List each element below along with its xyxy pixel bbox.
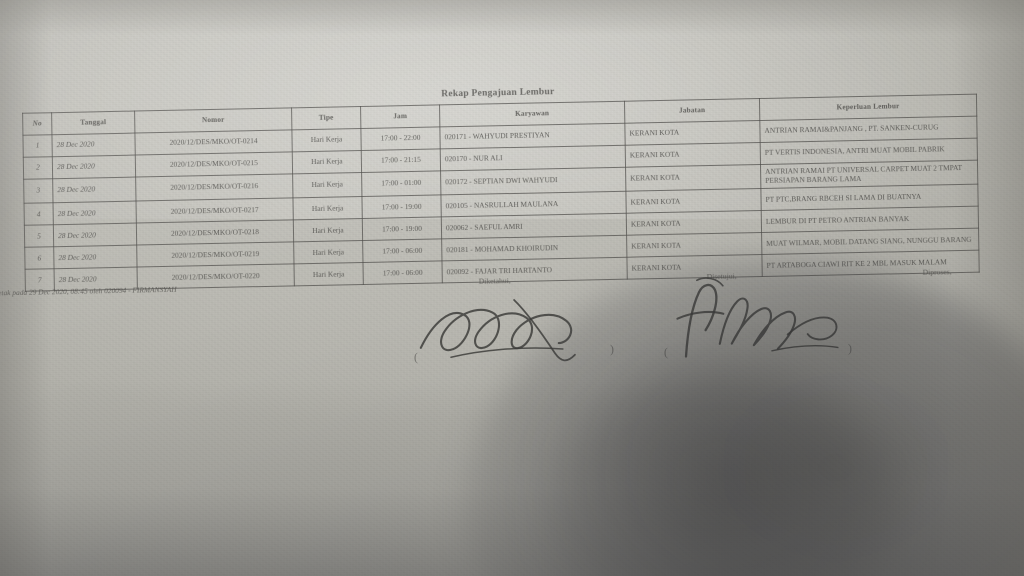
cell-jam: 17:00 - 01:00 [361, 170, 441, 197]
cell-tipe: Hari Kerja [291, 128, 362, 152]
overtime-recap-table: No Tanggal Nomor Tipe Jam Karyawan Jabat… [22, 94, 980, 293]
cell-tipe: Hari Kerja [293, 240, 363, 265]
cell-jabatan: KERANI KOTA [625, 164, 761, 192]
cell-jam: 17:00 - 19:00 [361, 195, 442, 219]
cell-no: 1 [22, 134, 53, 158]
column-header-jam: Jam [360, 104, 440, 129]
cell-jam: 17:00 - 06:00 [362, 239, 442, 263]
cell-tipe: Hari Kerja [292, 172, 362, 199]
cell-tanggal: 28 Dec 2020 [53, 245, 138, 270]
column-header-no: No [22, 112, 52, 136]
table-body: 1 28 Dec 2020 2020/12/DES/MKO/OT-0214 Hari … [22, 116, 980, 292]
cell-jabatan: KERANI KOTA [625, 188, 762, 214]
cell-nomor: 2020/12/DES/MKO/OT-0216 [135, 173, 293, 202]
cell-tanggal: 28 Dec 2020 [52, 177, 136, 204]
cell-nomor: 2020/12/DES/MKO/OT-0217 [135, 198, 294, 224]
column-header-jabatan: Jabatan [624, 98, 760, 124]
column-header-nomor: Nomor [134, 107, 292, 134]
signature-label-diketahui: Diketahui, [478, 276, 511, 286]
cell-jam: 17:00 - 06:00 [362, 261, 443, 285]
column-header-tipe: Tipe [291, 106, 361, 130]
cell-tipe: Hari Kerja [292, 196, 363, 221]
cell-no: 6 [24, 247, 55, 270]
cell-no: 5 [24, 225, 54, 248]
cell-tipe: Hari Kerja [292, 150, 362, 174]
overtime-recap-table-container: No Tanggal Nomor Tipe Jam Karyawan Jabat… [22, 94, 980, 293]
handwritten-signature-disetujui [676, 277, 839, 358]
column-header-tanggal: Tanggal [51, 111, 135, 135]
cell-jam: 17:00 - 21:15 [361, 148, 441, 173]
cell-no: 3 [23, 178, 54, 204]
cell-jabatan: KERANI KOTA [626, 210, 762, 236]
cell-tanggal: 28 Dec 2020 [53, 223, 137, 248]
cell-nomor: 2020/12/DES/MKO/OT-0215 [135, 151, 293, 178]
cell-nomor: 2020/12/DES/MKO/OT-0214 [134, 129, 293, 156]
signature-label-diproses: Diproses, [922, 267, 952, 277]
cell-nomor: 2020/12/DES/MKO/OT-0218 [136, 220, 294, 246]
handwritten-signature-diketahui [419, 299, 576, 362]
cell-nomor: 2020/12/DES/MKO/OT-0219 [136, 242, 295, 268]
cell-tanggal: 28 Dec 2020 [53, 201, 137, 226]
cell-jam: 17:00 - 22:00 [360, 126, 441, 151]
cell-tipe: Hari Kerja [293, 218, 363, 243]
cell-karyawan: 020092 - FAJAR TRI HARTANTO [441, 257, 628, 284]
cell-jabatan: KERANI KOTA [625, 142, 761, 168]
cell-jabatan: KERANI KOTA [624, 120, 761, 146]
cell-karyawan: 020172 - SEPTIAN DWI WAHYUDI [440, 167, 626, 196]
cell-no: 4 [24, 203, 54, 226]
cell-jam: 17:00 - 19:00 [362, 217, 442, 241]
cell-tanggal: 28 Dec 2020 [52, 155, 136, 179]
cell-jabatan: KERANI KOTA [626, 232, 762, 258]
cell-no: 2 [23, 156, 53, 180]
cell-tanggal: 28 Dec 2020 [51, 133, 136, 157]
